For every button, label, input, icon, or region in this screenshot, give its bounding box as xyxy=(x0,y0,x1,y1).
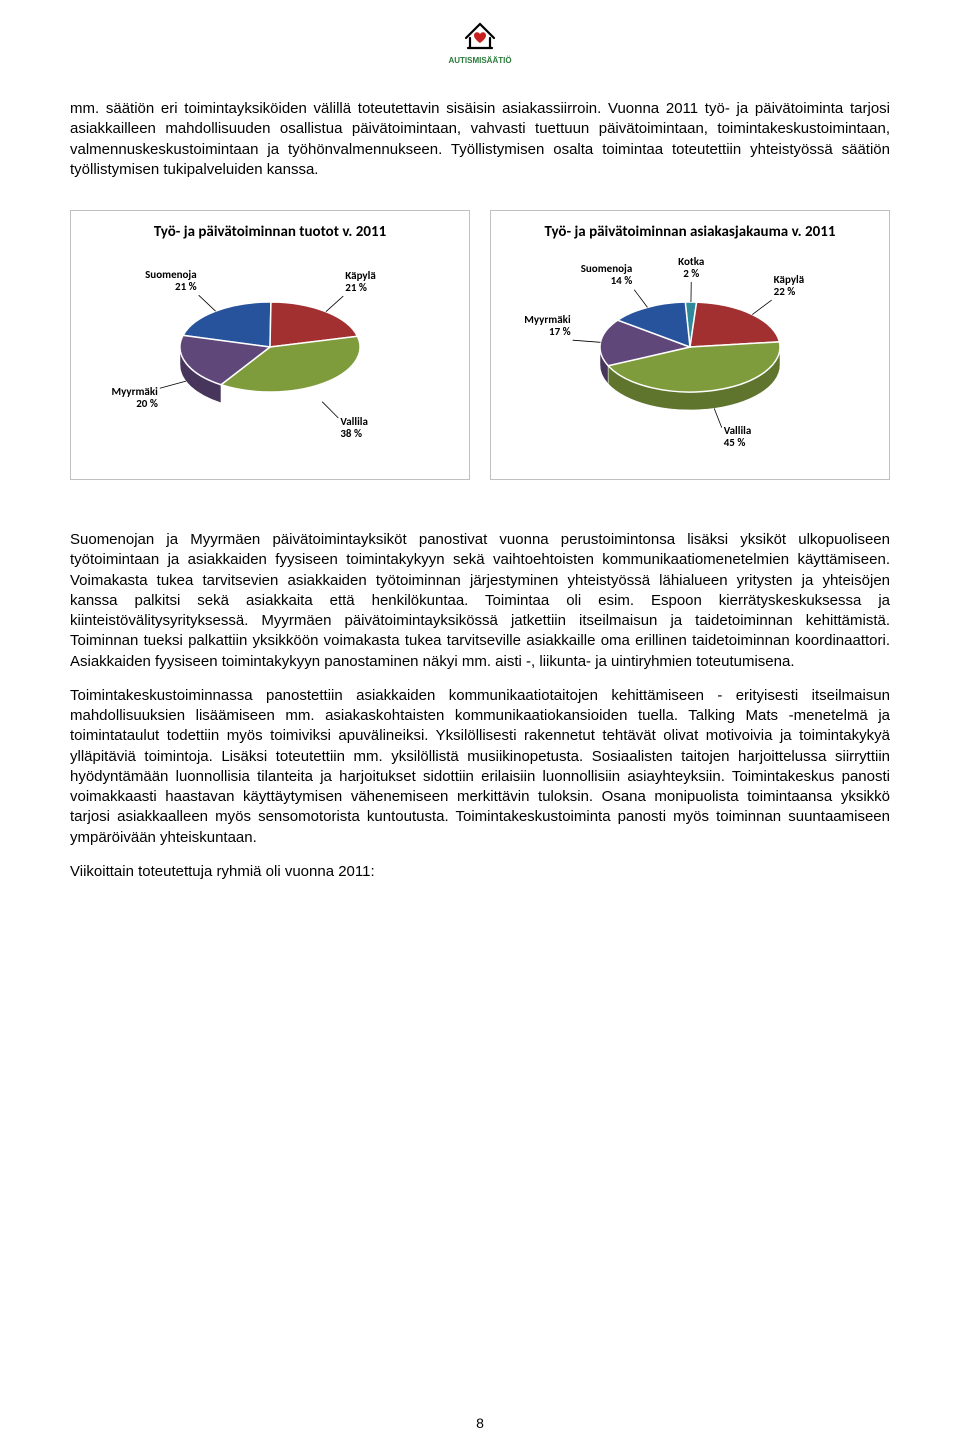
slice-label-suomenoja: Suomenoja14 % xyxy=(581,263,633,287)
paragraph-3: Toimintakeskustoiminnassa panostettiin a… xyxy=(70,686,890,848)
slice-label-myyrmäki: Myyrmäki17 % xyxy=(524,314,570,338)
slice-label-vallila: Vallila38 % xyxy=(340,416,368,440)
logo-icon xyxy=(462,20,498,52)
chart2-pie: Kotka2 %Käpylä22 %Vallila45 %Myyrmäki17 … xyxy=(499,252,881,442)
paragraph-4: Viikoittain toteutettuja ryhmiä oli vuon… xyxy=(70,862,890,882)
paragraph-2: Suomenojan ja Myyrmäen päivätoimintayksi… xyxy=(70,530,890,672)
slice-label-myyrmäki: Myyrmäki20 % xyxy=(111,386,157,410)
slice-label-kotka: Kotka2 % xyxy=(661,256,721,280)
slice-label-suomenoja: Suomenoja21 % xyxy=(145,269,197,293)
slice-label-käpylä: Käpylä21 % xyxy=(345,270,376,294)
charts-row: Työ- ja päivätoiminnan tuotot v. 2011 Su… xyxy=(70,210,890,480)
page-number: 8 xyxy=(0,1414,960,1433)
slice-label-käpylä: Käpylä22 % xyxy=(774,274,805,298)
slice-label-vallila: Vallila45 % xyxy=(724,425,752,449)
chart-tuotot: Työ- ja päivätoiminnan tuotot v. 2011 Su… xyxy=(70,210,470,480)
chart2-title: Työ- ja päivätoiminnan asiakasjakauma v.… xyxy=(499,223,881,242)
chart1-pie: Suomenoja21 % Käpylä21 % Vallila38 % Myyrmä… xyxy=(79,252,461,442)
logo-block: AUTISMISÄÄTIÖ xyxy=(70,20,890,69)
chart-asiakasjakauma: Työ- ja päivätoiminnan asiakasjakauma v.… xyxy=(490,210,890,480)
logo: AUTISMISÄÄTIÖ xyxy=(448,20,511,67)
chart1-title: Työ- ja päivätoiminnan tuotot v. 2011 xyxy=(79,223,461,242)
logo-text: AUTISMISÄÄTIÖ xyxy=(448,56,511,65)
paragraph-1: mm. säätiön eri toimintayksiköiden välil… xyxy=(70,99,890,180)
